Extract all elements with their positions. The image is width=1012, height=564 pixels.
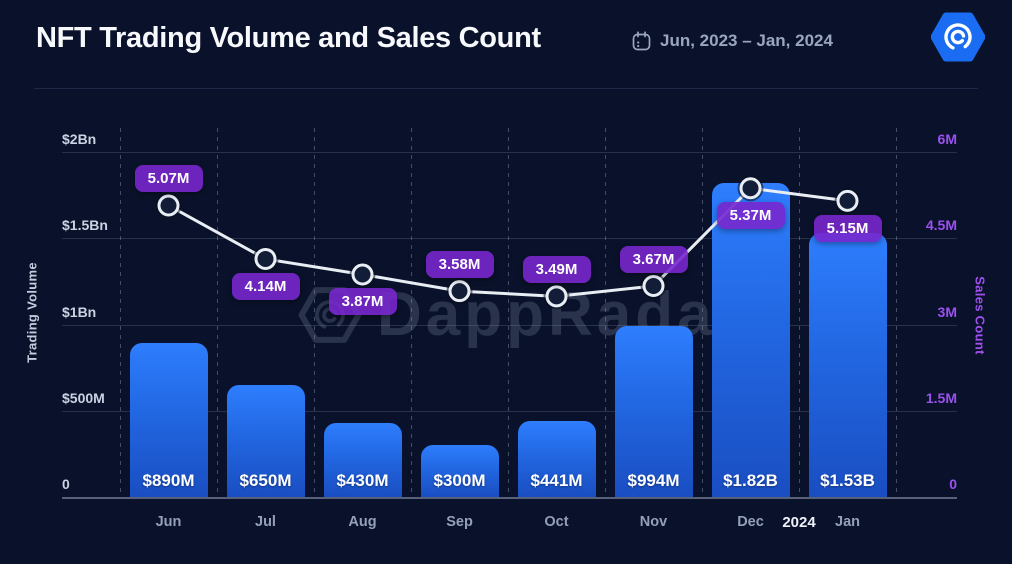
horizontal-gridline [62,152,957,153]
sales-point-sep[interactable] [448,280,471,303]
vertical-gridline [314,128,315,497]
right-axis-tick: 3M [937,303,957,320]
sales-point-jun[interactable] [157,194,180,217]
sales-point-nov[interactable] [642,274,665,297]
volume-bar-oct[interactable] [517,420,596,497]
volume-value-label: $1.82B [723,471,778,490]
sales-value-badge: 3.87M [328,288,397,316]
sales-point-jul[interactable] [254,247,277,270]
sales-point-dec[interactable] [739,177,762,200]
volume-bar-aug[interactable] [323,422,402,497]
sales-value-badge: 3.49M [522,256,591,284]
volume-bar-jun[interactable] [129,343,208,497]
left-axis-tick: 0 [62,476,70,492]
left-axis-tick: $1Bn [62,303,97,320]
sales-value-badge: 4.14M [231,272,300,300]
vertical-gridline [120,128,121,497]
sales-value-badge: 5.07M [134,165,203,193]
volume-value-label: $1.53B [820,471,875,490]
x-axis-label-sep: Sep [446,514,473,530]
sales-value-badge: 5.37M [716,202,785,230]
x-axis-label-aug: Aug [348,514,377,530]
left-axis-tick: $500M [62,389,105,406]
vertical-gridline [702,128,703,497]
volume-value-label: $441M [530,471,583,490]
volume-bar-sep[interactable] [420,445,499,497]
x-axis-label-nov: Nov [639,514,668,530]
horizontal-gridline [62,410,957,412]
right-axis-tick: 4.5M [925,217,957,234]
sales-value-badge: 5.15M [813,214,882,242]
sales-point-jan[interactable] [836,189,859,212]
calendar-icon [632,31,651,51]
left-axis-tick: $2Bn [62,131,97,147]
vertical-gridline [217,128,218,497]
x-axis-label-dec: Dec [737,514,764,530]
horizontal-gridline [62,238,957,240]
header-divider [34,88,978,89]
sales-value-badge: 3.58M [425,251,494,279]
right-axis-tick: 6M [937,131,957,147]
vertical-gridline [411,128,412,497]
sales-point-oct[interactable] [545,285,568,308]
vertical-gridline [799,128,800,497]
x-axis-year-label: 2024 [782,514,816,531]
date-range-label: Jun, 2023 – Jan, 2024 [660,31,833,50]
sales-point-aug[interactable] [351,263,374,286]
horizontal-gridline [62,497,957,499]
vertical-gridline [896,128,897,497]
x-axis-label-jun: Jun [155,514,182,530]
volume-bar-jul[interactable] [226,384,305,497]
volume-value-label: $650M [239,471,292,490]
x-axis-label-oct: Oct [544,514,569,530]
right-axis-tick: 1.5M [925,389,957,406]
volume-value-label: $994M [627,471,680,490]
x-axis-label-jan: Jan [835,514,860,530]
sales-value-badge: 3.67M [619,245,688,273]
right-axis-tick: 0 [949,476,957,492]
page-title: NFT Trading Volume and Sales Count [36,22,541,54]
vertical-gridline [605,128,606,497]
dappradar-logo[interactable] [931,11,985,63]
left-axis-tick: $1.5Bn [62,217,108,234]
date-range: Jun, 2023 – Jan, 2024 [632,31,833,51]
volume-value-label: $300M [433,471,486,490]
horizontal-gridline [62,324,957,326]
volume-value-label: $890M [142,471,195,490]
volume-bar-nov[interactable] [614,325,693,497]
volume-bar-jan[interactable] [808,233,887,497]
vertical-gridline [508,128,509,497]
volume-value-label: $430M [336,471,389,490]
volume-bar-dec[interactable] [711,183,790,497]
x-axis-label-jul: Jul [255,514,276,530]
